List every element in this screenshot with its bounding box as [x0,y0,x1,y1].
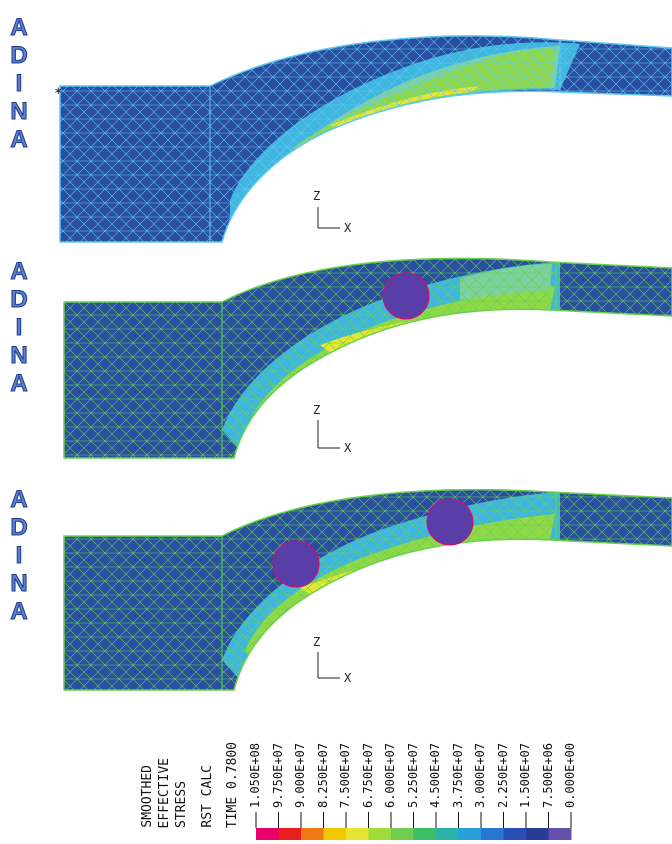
adina-logo: A D I N A [6,486,32,626]
axis-triad: Z X [313,189,352,235]
logo-letter: A [10,598,28,626]
adina-logo: A D I N A [6,14,32,154]
legend-tick-label: 6.000E+07 [383,742,397,808]
legend-color-swatch [256,828,279,840]
legend-title-line: SMOOTHED [140,765,155,828]
axis-x-label: X [344,441,352,455]
legend-tick-label: 1.500E+07 [518,742,532,808]
legend-tick-label: 2.250E+07 [495,742,510,808]
panel-2-contour [64,258,672,458]
legend-tick-label: 7.500E+06 [540,742,555,808]
legend-tick-label: 0.000E+00 [563,742,577,808]
obstacle-circle [382,272,430,320]
legend-title-line: STRESS [174,781,189,828]
logo-letter: I [15,70,23,98]
logo-letter: A [10,126,28,154]
legend-color-swatch [301,828,324,840]
axis-triad: Z X [313,635,352,685]
axis-z-label: Z [313,635,320,649]
obstacle-circle [272,540,320,588]
logo-letter: A [10,370,28,398]
logo-letter: D [10,42,28,70]
legend-tick-label: 9.000E+07 [293,742,307,808]
legend-tick-label: 9.750E+07 [270,742,285,808]
axis-x-label: X [344,221,352,235]
legend-tick-label: 5.250E+07 [405,742,420,808]
legend-color-swatch [346,828,369,840]
logo-letter: I [15,542,23,570]
legend-tick-label: 6.750E+07 [360,742,375,808]
adina-logo: A D I N A [6,258,32,398]
legend-title-line: EFFECTIVE [157,757,172,828]
axis-z-label: Z [313,189,320,203]
logo-letter: N [10,342,28,370]
logo-letter: A [10,258,28,286]
legend-tick-label: 3.750E+07 [450,742,465,808]
legend-color-swatch [503,828,527,840]
logo-letter: D [10,286,28,314]
axis-x-label: X [344,671,352,685]
node-marker: * [54,86,62,102]
legend-color-swatch [458,828,482,840]
legend-color-swatch [368,828,392,840]
obstacle-circle [426,498,474,546]
logo-letter: A [10,486,28,514]
logo-letter: N [10,570,28,598]
legend-color-bar [255,812,572,840]
axis-triad: Z X [313,403,352,455]
logo-letter: N [10,98,28,126]
legend-color-swatch [526,828,549,840]
legend-tick-label: 4.500E+07 [428,742,442,808]
legend-color-swatch [481,828,504,840]
legend-tick-label: 7.500E+07 [338,742,352,808]
legend-color-swatch [413,828,437,840]
logo-letter: A [10,14,28,42]
logo-letter: D [10,514,28,542]
legend-color-swatch [391,828,414,840]
panel-1-outline [59,35,672,243]
legend-tick-label: 1.050E+08 [248,742,262,808]
panel-2-outline [63,257,672,459]
legend-calc-label: RST CALC [200,765,215,828]
legend-tick-label: 3.000E+07 [473,742,487,808]
legend-color-swatch [436,828,459,840]
logo-letter: I [15,314,23,342]
legend-color-swatch [548,828,572,840]
axis-z-label: Z [313,403,320,417]
panel-3-outline [63,488,672,691]
legend-tick-label: 8.250E+07 [315,742,330,808]
legend-time-label: TIME 0.7800 [225,741,240,828]
legend-color-swatch [278,828,302,840]
legend-color-swatch [323,828,347,840]
panel-3-contour [64,489,672,690]
panel-1-contour [60,35,672,243]
